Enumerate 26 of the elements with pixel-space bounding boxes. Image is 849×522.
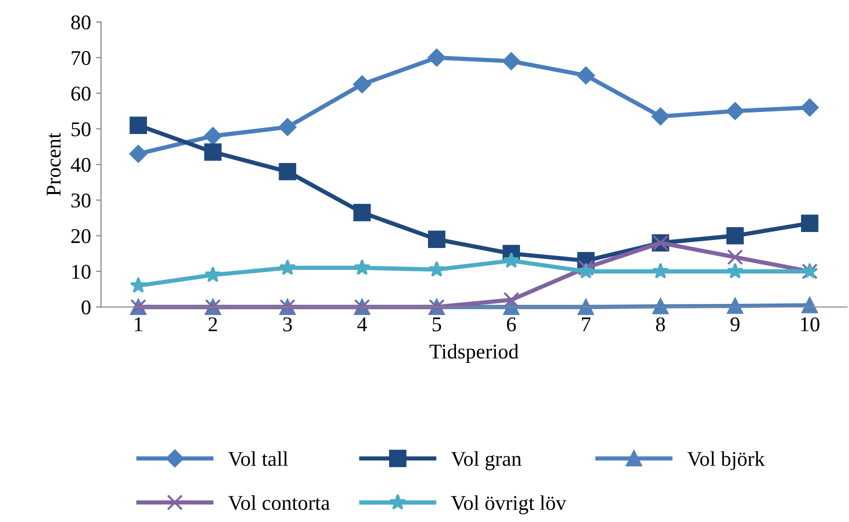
y-tick-label: 0 xyxy=(82,300,90,314)
x-tick-label: 10 xyxy=(801,317,820,332)
x-tick-label: 8 xyxy=(656,317,665,332)
x-tick-label: 7 xyxy=(582,318,591,332)
x-tick-label: 3 xyxy=(283,317,292,332)
y-tick-label: 30 xyxy=(71,194,90,208)
y-axis-title: Procent xyxy=(46,132,61,196)
legend-label: Vol björk xyxy=(687,451,765,470)
legend-label: Vol övrigt löv xyxy=(451,495,566,514)
x-tick-label: 5 xyxy=(432,318,442,332)
y-tick-label: 40 xyxy=(70,158,90,172)
legend-label: Vol gran xyxy=(451,451,522,470)
y-tick-label: 70 xyxy=(72,51,90,66)
x-axis-title: Tidsperiod xyxy=(430,344,519,363)
y-tick-label: 10 xyxy=(72,264,90,279)
y-tick-label: 80 xyxy=(71,15,90,30)
legend-label: Vol contorta xyxy=(228,495,330,510)
legend-label: Vol tall xyxy=(228,451,288,466)
y-tick-label: 20 xyxy=(71,229,90,244)
x-tick-label: 6 xyxy=(506,317,516,332)
x-tick-label: 4 xyxy=(357,317,367,332)
y-tick-label: 60 xyxy=(71,86,90,101)
x-tick-label: 2 xyxy=(208,317,217,332)
x-tick-label: 1 xyxy=(134,317,142,332)
y-tick-label: 50 xyxy=(72,122,90,136)
x-tick-label: 9 xyxy=(730,317,740,332)
